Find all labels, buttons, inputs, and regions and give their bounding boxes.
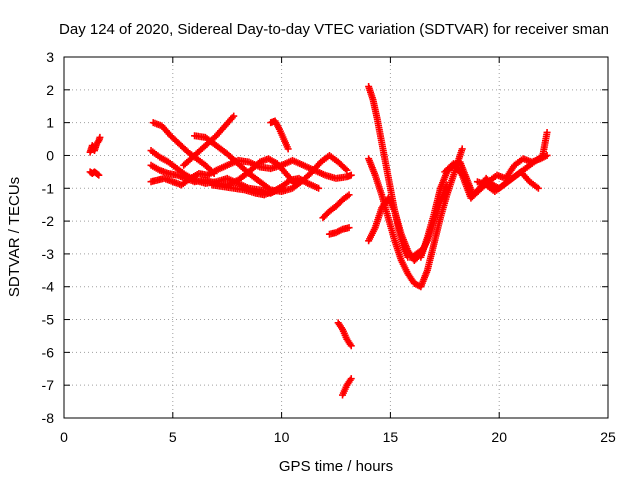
data-point xyxy=(345,224,353,232)
data-point xyxy=(345,191,353,199)
x-axis-label: GPS time / hours xyxy=(279,458,393,475)
y-tick-label: 2 xyxy=(46,82,54,98)
data-point xyxy=(209,168,217,176)
data-point xyxy=(94,170,102,178)
data-point xyxy=(534,184,542,192)
y-tick-label: -5 xyxy=(42,312,55,328)
x-tick-label: 10 xyxy=(274,429,290,445)
y-tick-label: -7 xyxy=(42,377,55,393)
data-point xyxy=(230,112,238,120)
y-tick-label: 3 xyxy=(46,49,54,65)
data-point xyxy=(347,171,355,179)
x-tick-label: 5 xyxy=(169,429,177,445)
y-axis-label: SDTVAR / TECUs xyxy=(6,177,23,297)
data-points-layer xyxy=(86,83,551,399)
x-tick-label: 15 xyxy=(383,429,399,445)
data-point xyxy=(341,165,349,173)
data-point xyxy=(284,145,292,153)
y-tick-label: -4 xyxy=(42,279,55,295)
y-tick-label: 0 xyxy=(46,147,54,163)
data-point xyxy=(96,133,104,141)
x-tick-label: 20 xyxy=(491,429,507,445)
chart-title: Day 124 of 2020, Sidereal Day-to-day VTE… xyxy=(59,21,609,38)
x-tick-label: 0 xyxy=(60,429,68,445)
y-tick-label: -1 xyxy=(42,180,55,196)
y-tick-label: 1 xyxy=(46,115,54,131)
y-tick-label: -2 xyxy=(42,213,55,229)
y-tick-label: -8 xyxy=(42,410,55,426)
data-point xyxy=(458,145,466,153)
data-point xyxy=(347,375,355,383)
x-tick-label: 25 xyxy=(600,429,616,445)
data-point xyxy=(347,342,355,350)
y-tick-label: -6 xyxy=(42,344,55,360)
data-point xyxy=(315,184,323,192)
data-point xyxy=(343,166,351,174)
data-point xyxy=(95,171,103,179)
grid-layer xyxy=(64,57,608,418)
data-point xyxy=(543,128,551,136)
data-point xyxy=(210,170,218,178)
data-point xyxy=(543,151,551,159)
plot-frame xyxy=(63,56,609,419)
y-tick-label: -3 xyxy=(42,246,55,262)
